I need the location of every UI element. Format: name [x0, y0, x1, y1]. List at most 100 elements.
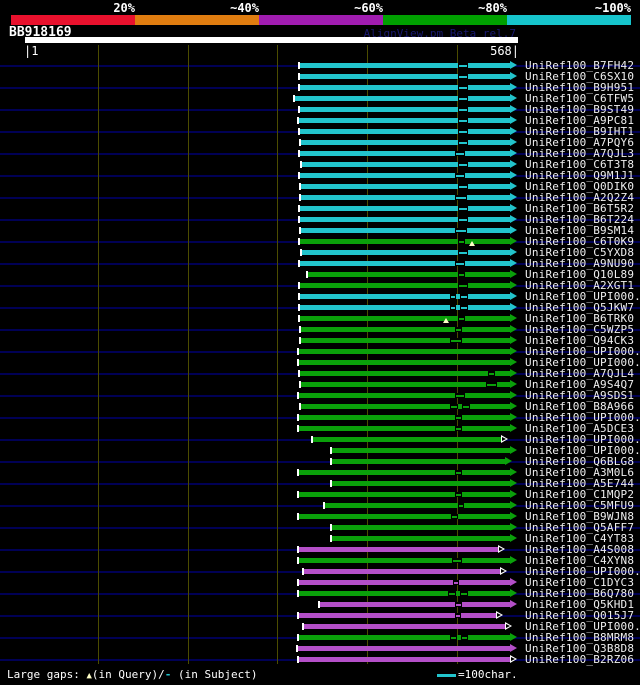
hit-label[interactable]: UniRef100_B7FH42 — [525, 59, 635, 72]
alignment-bar[interactable] — [299, 360, 510, 365]
alignment-bar[interactable] — [301, 327, 510, 332]
alignment-bar[interactable] — [300, 85, 510, 90]
alignment-bar[interactable] — [325, 503, 510, 508]
hit-label[interactable]: UniRef100_A3M0L6 — [525, 466, 635, 479]
alignment-bar[interactable] — [301, 184, 510, 189]
hit-label[interactable]: UniRef100_UPI000.. — [525, 356, 640, 369]
alignment-bar[interactable] — [300, 305, 510, 310]
hit-label[interactable]: UniRef100_C6TFW5 — [525, 92, 635, 105]
alignment-bar[interactable] — [332, 448, 510, 453]
hit-label[interactable]: UniRef100_A7QJL3 — [525, 147, 635, 160]
alignment-bar[interactable] — [295, 96, 510, 101]
alignment-bar[interactable] — [300, 261, 510, 266]
hit-label[interactable]: UniRef100_B9IHT1 — [525, 125, 635, 138]
alignment-bar[interactable] — [299, 393, 510, 398]
alignment-bar[interactable] — [332, 459, 505, 464]
alignment-bar[interactable] — [299, 657, 510, 662]
hit-label[interactable]: UniRef100_A9S4Q7 — [525, 378, 635, 391]
hit-label[interactable]: UniRef100_Q5JKW7 — [525, 301, 635, 314]
alignment-bar[interactable] — [300, 239, 510, 244]
alignment-bar[interactable] — [299, 580, 510, 585]
alignment-bar[interactable] — [299, 118, 510, 123]
hit-label[interactable]: UniRef100_B6T224 — [525, 213, 635, 226]
alignment-bar[interactable] — [332, 525, 510, 530]
hit-label[interactable]: UniRef100_A5DCE3 — [525, 422, 635, 435]
hit-label[interactable]: UniRef100_A2Q2Z4 — [525, 191, 635, 204]
alignment-bar[interactable] — [299, 492, 510, 497]
alignment-bar[interactable] — [299, 470, 510, 475]
hit-label[interactable]: UniRef100_B8MRM8 — [525, 631, 635, 644]
hit-label[interactable]: UniRef100_A9PC81 — [525, 114, 635, 127]
alignment-bar[interactable] — [299, 613, 496, 618]
alignment-bar[interactable] — [301, 195, 510, 200]
hit-label[interactable]: UniRef100_Q9M1J1 — [525, 169, 635, 182]
alignment-bar[interactable] — [308, 272, 510, 277]
alignment-bar[interactable] — [299, 514, 510, 519]
alignment-bar[interactable] — [299, 426, 510, 431]
hit-label[interactable]: UniRef100_C1MQP2 — [525, 488, 635, 501]
alignment-bar[interactable] — [320, 602, 510, 607]
alignment-bar[interactable] — [300, 316, 510, 321]
hit-label[interactable]: UniRef100_B6TRK0 — [525, 312, 635, 325]
hit-label[interactable]: UniRef100_B8A966 — [525, 400, 635, 413]
hit-label[interactable]: UniRef100_B9ST49 — [525, 103, 635, 116]
alignment-bar[interactable] — [301, 404, 510, 409]
hit-label[interactable]: UniRef100_C6T0K9 — [525, 235, 635, 248]
hit-label[interactable]: UniRef100_UPI000.. — [525, 444, 640, 457]
alignment-bar[interactable] — [301, 140, 510, 145]
hit-label[interactable]: UniRef100_UPI000.. — [525, 620, 640, 633]
alignment-bar[interactable] — [302, 250, 510, 255]
hit-label[interactable]: UniRef100_UPI000.. — [525, 433, 640, 446]
hit-label[interactable]: UniRef100_A9SDS1 — [525, 389, 635, 402]
alignment-bar[interactable] — [300, 129, 510, 134]
hit-label[interactable]: UniRef100_A7PQY6 — [525, 136, 635, 149]
hit-label[interactable]: UniRef100_UPI000.. — [525, 565, 640, 578]
alignment-bar[interactable] — [301, 228, 510, 233]
alignment-bar[interactable] — [302, 162, 510, 167]
alignment-bar[interactable] — [332, 481, 510, 486]
hit-label[interactable]: UniRef100_A4S008 — [525, 543, 635, 556]
hit-label[interactable]: UniRef100_Q0DIK0 — [525, 180, 635, 193]
hit-label[interactable]: UniRef100_B9H951 — [525, 81, 635, 94]
hit-label[interactable]: UniRef100_B6T5R2 — [525, 202, 635, 215]
hit-label[interactable]: UniRef100_C1DYC3 — [525, 576, 635, 589]
alignment-bar[interactable] — [300, 371, 510, 376]
alignment-bar[interactable] — [332, 536, 510, 541]
alignment-bar[interactable] — [298, 646, 510, 651]
alignment-bar[interactable] — [300, 107, 510, 112]
hit-label[interactable]: UniRef100_UPI000.. — [525, 290, 640, 303]
alignment-bar[interactable] — [300, 151, 510, 156]
hit-label[interactable]: UniRef100_C6T3T8 — [525, 158, 635, 171]
alignment-bar[interactable] — [300, 217, 510, 222]
hit-label[interactable]: UniRef100_UPI000.. — [525, 345, 640, 358]
alignment-bar[interactable] — [300, 294, 510, 299]
alignment-bar[interactable] — [299, 547, 498, 552]
alignment-bar[interactable] — [313, 437, 501, 442]
alignment-bar[interactable] — [300, 74, 510, 79]
hit-label[interactable]: UniRef100_A5E744 — [525, 477, 635, 490]
alignment-bar[interactable] — [301, 382, 510, 387]
alignment-bar[interactable] — [299, 591, 510, 596]
hit-label[interactable]: UniRef100_B6Q780 — [525, 587, 635, 600]
hit-label[interactable]: UniRef100_Q10L89 — [525, 268, 635, 281]
alignment-bar[interactable] — [301, 338, 510, 343]
alignment-bar[interactable] — [300, 206, 510, 211]
hit-label[interactable]: UniRef100_B2RZ06 — [525, 653, 635, 666]
alignment-bar[interactable] — [299, 635, 510, 640]
hit-label[interactable]: UniRef100_UPI000.. — [525, 411, 640, 424]
hit-label[interactable]: UniRef100_C6SX10 — [525, 70, 635, 83]
hit-label[interactable]: UniRef100_A2XGT1 — [525, 279, 635, 292]
hit-label[interactable]: UniRef100_Q5KHD1 — [525, 598, 635, 611]
hit-label[interactable]: UniRef100_C5MFU9 — [525, 499, 635, 512]
alignment-bar[interactable] — [304, 569, 500, 574]
hit-label[interactable]: UniRef100_C5WZP5 — [525, 323, 635, 336]
hit-label[interactable]: UniRef100_A9NU90 — [525, 257, 635, 270]
hit-label[interactable]: UniRef100_B9WJN8 — [525, 510, 635, 523]
hit-label[interactable]: UniRef100_Q015J7 — [525, 609, 635, 622]
hit-label[interactable]: UniRef100_A7QJL4 — [525, 367, 635, 380]
hit-label[interactable]: UniRef100_C4XYN8 — [525, 554, 635, 567]
alignment-bar[interactable] — [299, 415, 510, 420]
alignment-bar[interactable] — [304, 624, 505, 629]
hit-label[interactable]: UniRef100_C4YT83 — [525, 532, 635, 545]
alignment-bar[interactable] — [300, 173, 510, 178]
